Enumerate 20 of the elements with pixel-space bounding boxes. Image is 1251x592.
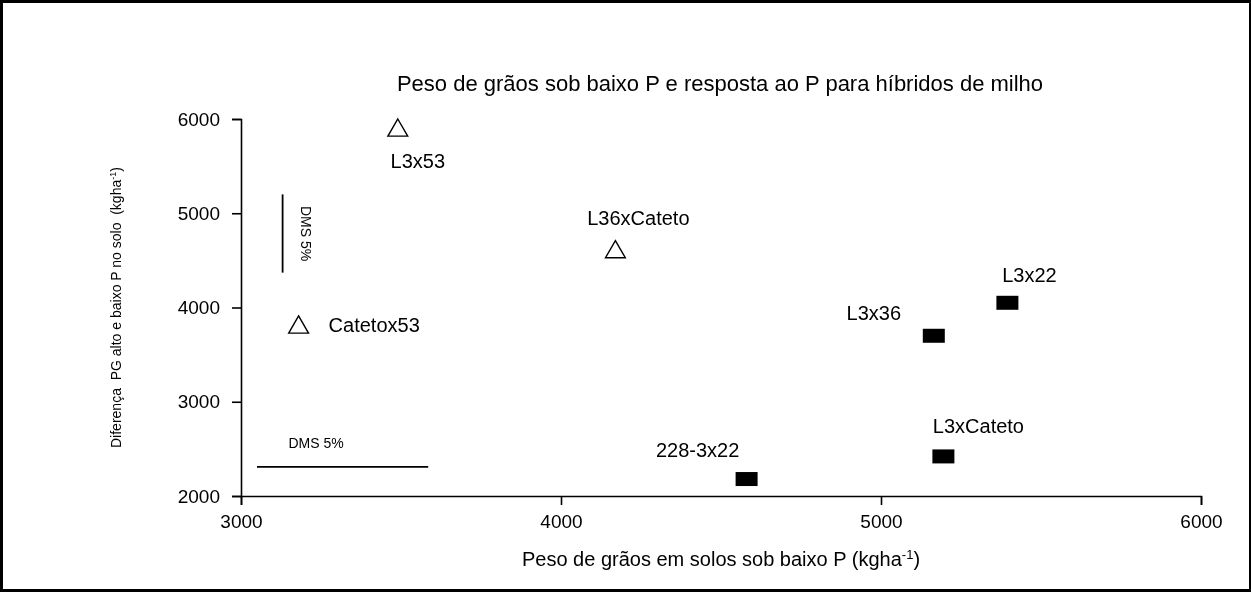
annotation: DMS 5% — [288, 434, 344, 451]
x-tick-label: 5000 — [860, 511, 903, 533]
chart-title: Peso de grãos sob baixo P e resposta ao P para híbridos de milho — [396, 71, 1044, 96]
annotation: L3x53 — [390, 150, 446, 173]
y-tick-label: 5000 — [177, 202, 220, 224]
y-tick-label: 4000 — [177, 297, 220, 319]
annotation: L36xCateto — [587, 207, 690, 230]
annotation: 228-3x22 — [655, 439, 740, 462]
annotation: L3x22 — [1002, 263, 1057, 286]
annotation: DMS 5% — [297, 205, 314, 262]
x-axis-title: Peso de grãos em solos sob baixo P (kgha$^{-1}$) — [521, 546, 921, 570]
y-tick-label: 2000 — [177, 485, 220, 507]
x-tick-label: 3000 — [220, 511, 263, 533]
annotation: L3xCateto — [932, 415, 1024, 438]
y-tick-label: 3000 — [177, 391, 220, 413]
annotation: Catetox53 — [328, 314, 420, 337]
x-tick-label: 4000 — [540, 511, 583, 533]
x-tick-label: 6000 — [1180, 511, 1223, 533]
y-tick-label: 6000 — [177, 108, 220, 130]
annotation: L3x36 — [846, 301, 902, 324]
